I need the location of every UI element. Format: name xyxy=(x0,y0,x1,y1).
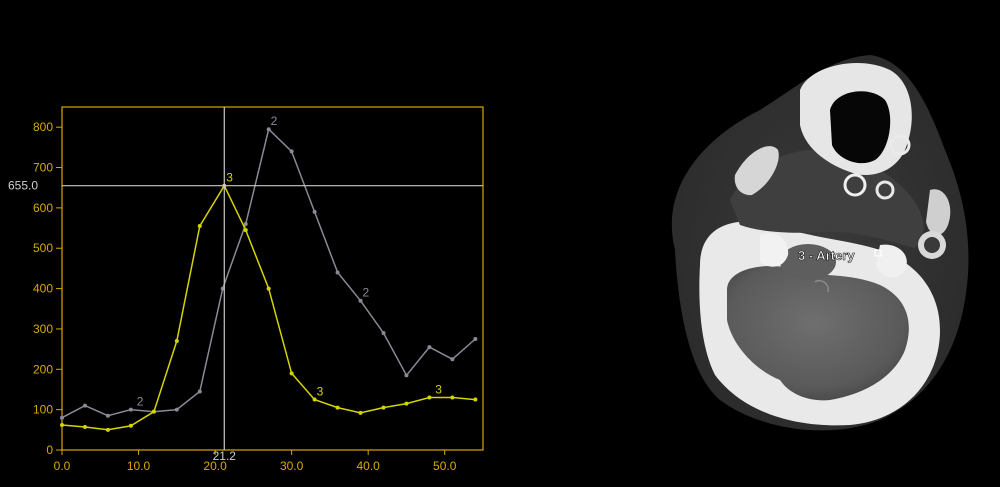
styloid-bright-left xyxy=(734,146,779,196)
data-point-3 xyxy=(473,397,478,402)
series-marker-2: 2 xyxy=(363,286,370,300)
x-tick-label: 50.0 xyxy=(433,459,457,473)
series-marker-2: 2 xyxy=(137,395,144,409)
y-tick-label: 500 xyxy=(33,241,53,255)
series-marker-3: 3 xyxy=(435,383,442,397)
data-point-3 xyxy=(243,228,248,233)
y-tick-label: 700 xyxy=(33,161,53,175)
data-point-3 xyxy=(404,401,409,406)
brainstem xyxy=(780,244,836,280)
petrous-bone-right xyxy=(876,244,907,278)
y-tick-label: 100 xyxy=(33,403,53,417)
x-tick-label: 20.0 xyxy=(203,459,227,473)
data-point-2 xyxy=(197,389,202,394)
data-point-2 xyxy=(335,270,340,275)
data-point-3 xyxy=(381,405,386,410)
roi-box-icon xyxy=(874,249,882,257)
data-point-2 xyxy=(128,407,133,412)
vessel-ring-1 xyxy=(843,173,867,197)
data-point-2 xyxy=(82,403,87,408)
x-tick-label: 30.0 xyxy=(280,459,304,473)
data-point-2 xyxy=(266,127,271,132)
data-point-2 xyxy=(312,209,317,214)
crosshair-y-readout: 655.0 xyxy=(8,179,38,193)
data-point-2 xyxy=(404,373,409,378)
y-tick-label: 200 xyxy=(33,362,53,376)
petrous-bone-left xyxy=(760,232,789,267)
data-point-2 xyxy=(60,415,64,420)
data-point-3 xyxy=(60,422,64,427)
series-marker-2: 2 xyxy=(271,114,278,128)
x-tick-label: 10.0 xyxy=(127,459,151,473)
data-point-2 xyxy=(381,330,386,335)
data-point-3 xyxy=(427,395,432,400)
y-tick-label: 600 xyxy=(33,201,53,215)
data-point-3 xyxy=(358,410,363,415)
data-point-3 xyxy=(289,371,294,376)
data-point-2 xyxy=(427,345,432,350)
series-marker-3: 3 xyxy=(317,385,324,399)
data-point-2 xyxy=(358,298,363,303)
x-tick-label: 0.0 xyxy=(54,459,71,473)
data-point-2 xyxy=(289,149,294,154)
data-point-3 xyxy=(266,286,271,291)
data-point-3 xyxy=(174,339,179,344)
data-point-2 xyxy=(243,222,248,227)
series-marker-3: 3 xyxy=(226,171,233,185)
data-point-3 xyxy=(197,224,202,229)
vessel-ring-3 xyxy=(889,134,911,156)
time-density-chart[interactable]: 0 100 200 300 400 500 600 700 800 0.0 10.0 20.0 30.0… xyxy=(0,0,500,487)
crosshair-x-readout: 21.2 xyxy=(213,449,237,463)
plot-frame xyxy=(61,106,484,451)
airway xyxy=(830,91,891,164)
y-tick-label: 800 xyxy=(33,120,53,134)
data-point-2 xyxy=(450,357,455,362)
mastoid-air-right xyxy=(924,237,940,253)
data-point-3 xyxy=(450,395,455,400)
data-point-2 xyxy=(473,337,478,342)
posterior-fossa xyxy=(727,266,909,401)
data-point-3 xyxy=(105,427,110,432)
data-point-3 xyxy=(151,409,156,414)
y-tick-label: 300 xyxy=(33,322,53,336)
data-point-2 xyxy=(174,407,179,412)
styloid-bright-right xyxy=(926,189,951,236)
roi-label: 3 - Artery xyxy=(798,248,855,263)
y-tick-label: 0 xyxy=(46,443,53,457)
data-point-2 xyxy=(105,413,110,418)
data-point-3 xyxy=(82,424,87,429)
data-point-3 xyxy=(312,397,317,402)
data-point-3 xyxy=(335,405,340,410)
neck-soft-tissue xyxy=(730,150,924,248)
x-tick-label: 40.0 xyxy=(357,459,381,473)
y-tick-label: 400 xyxy=(33,282,53,296)
internal-detail xyxy=(814,279,829,293)
data-point-3 xyxy=(128,423,133,428)
vessel-ring-2 xyxy=(875,180,895,200)
